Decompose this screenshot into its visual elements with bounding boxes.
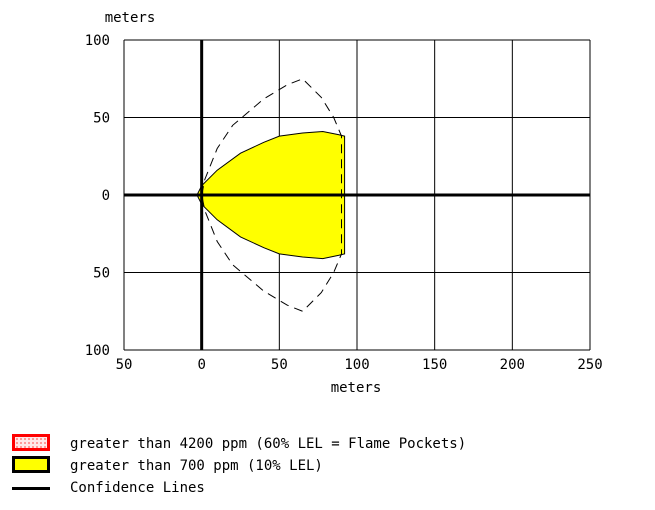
red-dotted-swatch	[12, 434, 50, 454]
plume-footprint-chart: 50 0 50 100 150 200 250 100 50 0 50 100 meters mete…	[85, 10, 603, 396]
legend-item-flame-pockets: greater than 4200 ppm (60% LEL = Flame P…	[12, 433, 466, 455]
x-tick-label: 150	[422, 357, 447, 373]
legend-item-700ppm: greater than 700 ppm (10% LEL)	[12, 455, 466, 477]
confidence-line-swatch	[12, 478, 50, 498]
legend: greater than 4200 ppm (60% LEL = Flame P…	[12, 433, 466, 499]
chart-axes	[124, 40, 590, 350]
x-tick-label: 200	[500, 357, 525, 373]
y-tick-label: 50	[93, 111, 110, 127]
y-axis-title: meters	[105, 10, 156, 26]
legend-label-confidence: Confidence Lines	[70, 480, 205, 496]
x-tick-label: 0	[197, 357, 205, 373]
legend-label-700ppm: greater than 700 ppm (10% LEL)	[70, 458, 323, 474]
legend-label-flame-pockets: greater than 4200 ppm (60% LEL = Flame P…	[70, 436, 467, 452]
y-tick-label: 100	[85, 33, 110, 49]
yellow-swatch	[12, 456, 50, 476]
x-tick-label: 50	[116, 357, 133, 373]
y-tick-label: 100	[85, 343, 110, 359]
x-tick-label: 50	[271, 357, 288, 373]
x-tick-label: 250	[577, 357, 602, 373]
y-tick-label: 0	[102, 188, 110, 204]
y-tick-label: 50	[93, 266, 110, 282]
chart-tick-labels: 50 0 50 100 150 200 250 100 50 0 50 100	[85, 33, 603, 373]
legend-item-confidence: Confidence Lines	[12, 477, 466, 499]
x-tick-label: 100	[344, 357, 369, 373]
x-axis-title: meters	[331, 380, 382, 396]
